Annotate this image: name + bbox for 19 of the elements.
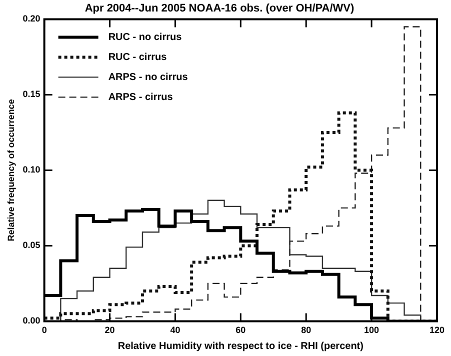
x-axis-title: Relative Humidity with respect to ice - RHI (percent) (118, 340, 364, 352)
legend-label: RUC - cirrus (108, 52, 168, 63)
x-tick-label: 100 (364, 325, 380, 336)
legend-label: ARPS - no cirrus (108, 72, 188, 83)
y-tick-label: 0.15 (22, 89, 40, 100)
y-tick-label: 0.10 (22, 164, 40, 175)
x-tick-label: 20 (104, 325, 115, 336)
y-tick-label: 0.05 (22, 240, 40, 250)
x-tick-label: 120 (429, 325, 445, 336)
legend-label: ARPS - cirrus (108, 92, 174, 103)
y-tick-label: 0.00 (22, 316, 40, 326)
y-axis-title: Relative frequency of occurrence (6, 99, 16, 242)
x-tick-label: 0 (42, 325, 47, 336)
x-tick-label: 80 (301, 325, 312, 336)
x-tick-label: 40 (170, 325, 180, 336)
legend-label: RUC - no cirrus (108, 32, 182, 43)
chart-title: Apr 2004--Jun 2005 NOAA-16 obs. (over OH/PA/WV) (84, 2, 355, 15)
y-tick-label: 0.20 (22, 14, 40, 24)
x-tick-label: 60 (236, 325, 246, 336)
